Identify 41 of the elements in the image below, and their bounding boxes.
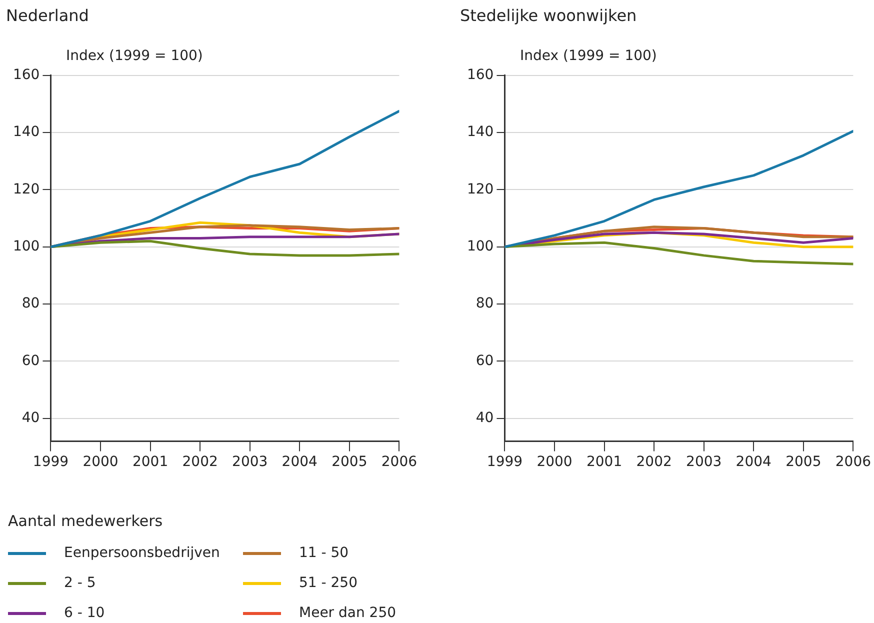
legend-label: 2 - 5: [64, 575, 96, 591]
x-tick-label: 2001: [132, 454, 168, 470]
y-tick-label: 80: [22, 296, 40, 312]
chart-title: Stedelijke woonwijken: [460, 6, 637, 25]
y-tick-label: 140: [12, 124, 40, 140]
x-tick-label: 2005: [786, 454, 822, 470]
y-axis-title: Index (1999 = 100): [520, 48, 657, 64]
chart-title: Nederland: [6, 6, 89, 25]
x-tick-label: 2004: [736, 454, 772, 470]
x-tick-label: 2002: [182, 454, 218, 470]
y-tick-label: 140: [466, 124, 494, 140]
y-tick-label: 120: [466, 181, 494, 198]
y-axis-title: Index (1999 = 100): [66, 48, 203, 64]
y-tick-label: 40: [476, 410, 494, 426]
y-tick-label: 120: [12, 181, 40, 198]
y-tick-label: 160: [466, 67, 494, 84]
legend-title: Aantal medewerkers: [8, 512, 164, 530]
x-tick-label: 2004: [282, 454, 318, 470]
legend-label: 6 - 10: [64, 605, 105, 621]
x-tick-label: 2000: [82, 454, 118, 470]
y-tick-label: 40: [22, 410, 40, 426]
x-tick-label: 1999: [32, 454, 69, 470]
y-tick-label: 60: [22, 352, 40, 369]
legend-label: 11 - 50: [299, 545, 349, 561]
x-tick-label: 2003: [232, 454, 268, 470]
x-tick-label: 2005: [332, 454, 368, 470]
y-tick-label: 100: [12, 238, 40, 255]
legend-label: 51 - 250: [299, 575, 358, 591]
x-tick-label: 2001: [586, 454, 622, 470]
y-tick-label: 100: [466, 238, 494, 255]
y-tick-label: 60: [476, 352, 494, 369]
x-tick-label: 1999: [486, 454, 523, 470]
y-tick-label: 160: [12, 67, 40, 84]
x-tick-label: 2002: [636, 454, 672, 470]
legend-label: Eenpersoonsbedrijven: [64, 545, 220, 561]
x-tick-label: 2006: [381, 454, 418, 470]
legend-label: Meer dan 250: [299, 605, 396, 621]
x-tick-label: 2006: [835, 454, 872, 470]
x-tick-label: 2003: [686, 454, 722, 470]
x-tick-label: 2000: [536, 454, 572, 470]
y-tick-label: 80: [476, 296, 494, 312]
